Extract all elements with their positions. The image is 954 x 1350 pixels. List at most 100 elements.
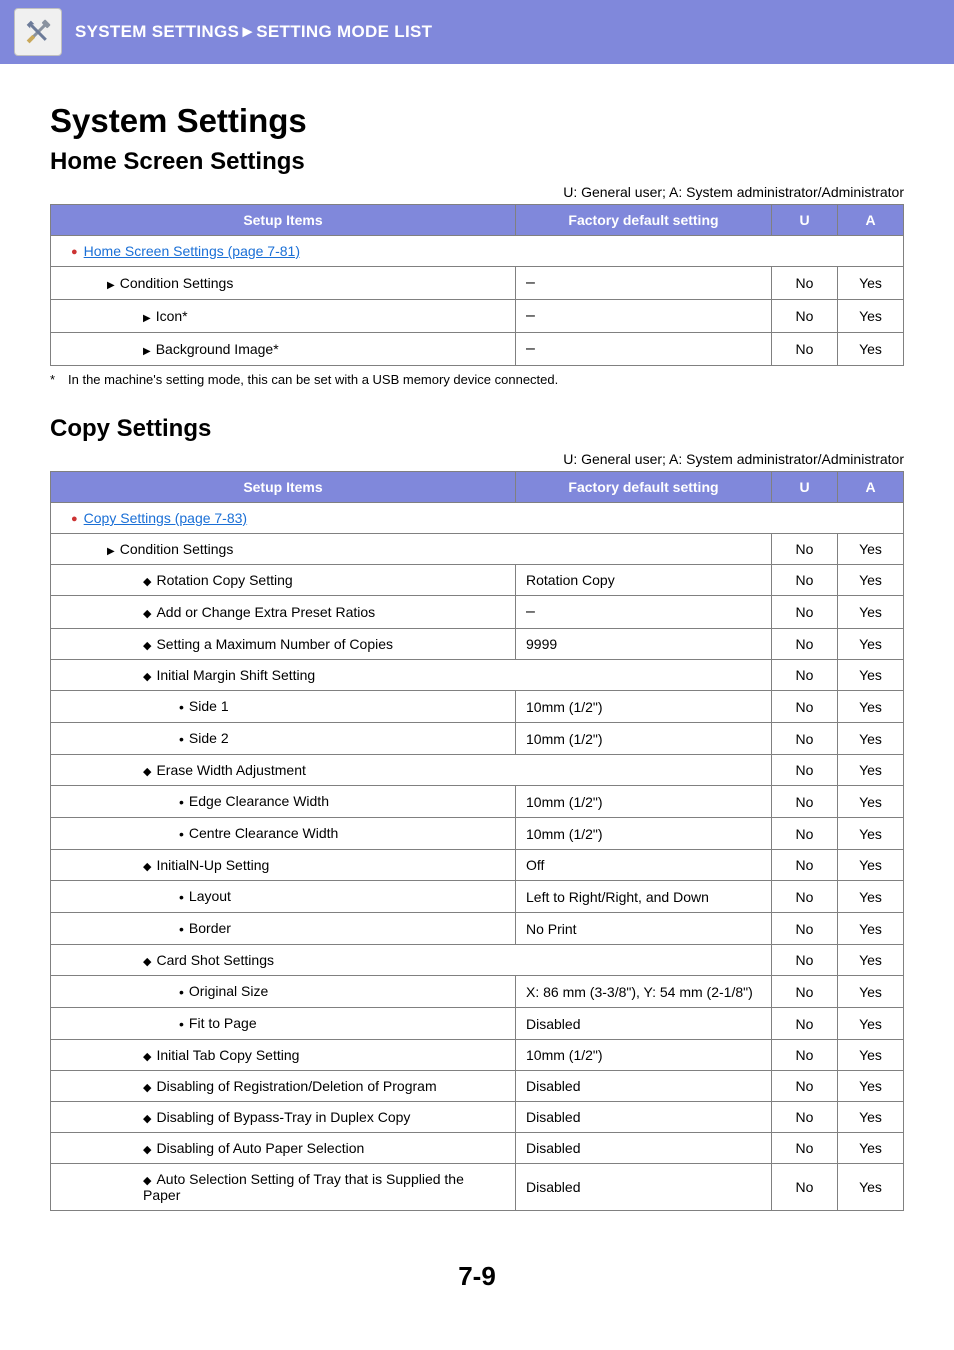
home-screen-settings-link[interactable]: Home Screen Settings (page 7-81)	[84, 243, 300, 259]
u-cell: No	[772, 881, 838, 913]
a-cell: Yes	[838, 660, 904, 691]
a-cell: Yes	[838, 1102, 904, 1133]
a-cell: Yes	[838, 596, 904, 629]
u-cell: No	[772, 565, 838, 596]
table-row: Icon*–NoYes	[51, 300, 904, 333]
setup-cell: InitialN-Up Setting	[51, 850, 516, 881]
legend-text-2: U: General user; A: System administrator…	[50, 451, 904, 467]
u-cell: No	[772, 333, 838, 366]
a-cell: Yes	[838, 629, 904, 660]
row-label: Icon*	[143, 308, 188, 324]
table-row: Copy Settings (page 7-83)	[51, 503, 904, 534]
row-label: Setting a Maximum Number of Copies	[143, 636, 393, 652]
page-number: 7-9	[50, 1261, 904, 1292]
setup-cell: Edge Clearance Width	[51, 786, 516, 818]
table-row: Condition Settings NoYes	[51, 534, 904, 565]
setup-cell: Card Shot Settings	[51, 945, 772, 976]
row-label: Condition Settings	[107, 541, 233, 557]
footnote-star: *	[50, 372, 68, 387]
factory-cell: –	[516, 300, 772, 333]
section-copy-title: Copy Settings	[50, 415, 904, 443]
u-cell: No	[772, 534, 838, 565]
a-cell: Yes	[838, 267, 904, 300]
a-cell: Yes	[838, 534, 904, 565]
u-cell: No	[772, 1008, 838, 1040]
th-setup: Setup Items	[51, 472, 516, 503]
u-cell: No	[772, 1133, 838, 1164]
factory-cell: Disabled	[516, 1008, 772, 1040]
setup-cell: Disabling of Auto Paper Selection	[51, 1133, 516, 1164]
setup-cell: Condition Settings	[51, 534, 772, 565]
row-label: Auto Selection Setting of Tray that is S…	[143, 1171, 464, 1203]
footnote-text: In the machine's setting mode, this can …	[68, 372, 558, 387]
table-row: Rotation Copy SettingRotation CopyNoYes	[51, 565, 904, 596]
setup-cell: Layout	[51, 881, 516, 913]
bullet-icon	[71, 243, 84, 259]
factory-cell: Disabled	[516, 1071, 772, 1102]
row-label: Disabling of Auto Paper Selection	[143, 1140, 364, 1156]
th-factory: Factory default setting	[516, 472, 772, 503]
th-a: A	[838, 205, 904, 236]
setup-cell: Add or Change Extra Preset Ratios	[51, 596, 516, 629]
a-cell: Yes	[838, 1164, 904, 1211]
setup-cell: Disabling of Registration/Deletion of Pr…	[51, 1071, 516, 1102]
u-cell: No	[772, 723, 838, 755]
table-row: Add or Change Extra Preset Ratios–NoYes	[51, 596, 904, 629]
factory-cell: X: 86 mm (3-3/8"), Y: 54 mm (2-1/8")	[516, 976, 772, 1008]
table-row: Home Screen Settings (page 7-81)	[51, 236, 904, 267]
row-label: Erase Width Adjustment	[143, 762, 306, 778]
row-label: Background Image*	[143, 341, 279, 357]
section-home-title: Home Screen Settings	[50, 148, 904, 176]
setup-cell: Rotation Copy Setting	[51, 565, 516, 596]
u-cell: No	[772, 976, 838, 1008]
u-cell: No	[772, 1071, 838, 1102]
factory-cell: Disabled	[516, 1133, 772, 1164]
table-row: Side 210mm (1/2")NoYes	[51, 723, 904, 755]
row-label: Add or Change Extra Preset Ratios	[143, 604, 375, 620]
table-row: Centre Clearance Width10mm (1/2")NoYes	[51, 818, 904, 850]
row-label: Disabling of Bypass-Tray in Duplex Copy	[143, 1109, 410, 1125]
footnote-1: *In the machine's setting mode, this can…	[50, 372, 904, 387]
a-cell: Yes	[838, 945, 904, 976]
row-label: Condition Settings	[107, 275, 233, 291]
u-cell: No	[772, 786, 838, 818]
row-label: Layout	[179, 888, 231, 904]
factory-cell: 10mm (1/2")	[516, 1040, 772, 1071]
factory-cell: 9999	[516, 629, 772, 660]
a-cell: Yes	[838, 976, 904, 1008]
a-cell: Yes	[838, 786, 904, 818]
link-cell: Copy Settings (page 7-83)	[51, 503, 904, 534]
u-cell: No	[772, 660, 838, 691]
factory-cell: 10mm (1/2")	[516, 691, 772, 723]
header-banner: SYSTEM SETTINGS►SETTING MODE LIST	[0, 0, 954, 64]
home-settings-table: Setup Items Factory default setting U A …	[50, 204, 904, 366]
row-label: Rotation Copy Setting	[143, 572, 293, 588]
th-u: U	[772, 472, 838, 503]
table-row: Card Shot SettingsNoYes	[51, 945, 904, 976]
a-cell: Yes	[838, 913, 904, 945]
th-u: U	[772, 205, 838, 236]
u-cell: No	[772, 755, 838, 786]
setup-cell: Icon*	[51, 300, 516, 333]
a-cell: Yes	[838, 881, 904, 913]
legend-text-1: U: General user; A: System administrator…	[50, 184, 904, 200]
factory-cell: Rotation Copy	[516, 565, 772, 596]
factory-cell: Disabled	[516, 1102, 772, 1133]
setup-cell: Setting a Maximum Number of Copies	[51, 629, 516, 660]
copy-settings-link[interactable]: Copy Settings (page 7-83)	[84, 510, 247, 526]
factory-cell: Off	[516, 850, 772, 881]
link-cell: Home Screen Settings (page 7-81)	[51, 236, 904, 267]
table-row: Disabling of Bypass-Tray in Duplex Copy D…	[51, 1102, 904, 1133]
a-cell: Yes	[838, 1040, 904, 1071]
table-row: Initial Tab Copy Setting10mm (1/2")NoYes	[51, 1040, 904, 1071]
table-row: Erase Width AdjustmentNoYes	[51, 755, 904, 786]
setup-cell: Side 1	[51, 691, 516, 723]
row-label: Initial Margin Shift Setting	[143, 667, 315, 683]
table-row: Initial Margin Shift Setting NoYes	[51, 660, 904, 691]
banner-icon-wrap	[0, 8, 75, 56]
table-row: Disabling of Auto Paper Selection Disable…	[51, 1133, 904, 1164]
factory-cell: Left to Right/Right, and Down	[516, 881, 772, 913]
setup-cell: Auto Selection Setting of Tray that is S…	[51, 1164, 516, 1211]
table-row: Setting a Maximum Number of Copies9999No…	[51, 629, 904, 660]
page-content: System Settings Home Screen Settings U: …	[0, 102, 954, 1332]
